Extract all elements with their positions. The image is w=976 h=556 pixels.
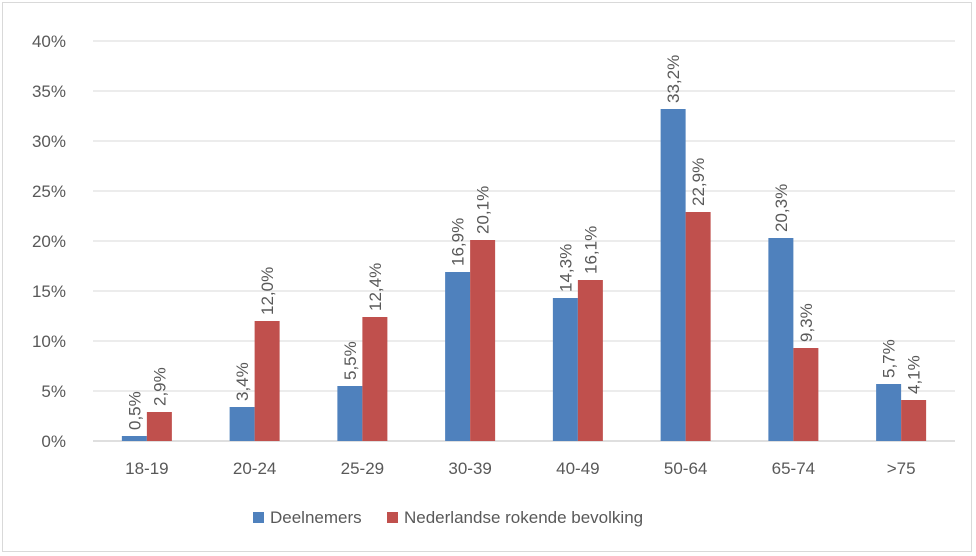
y-tick-label: 5% bbox=[41, 382, 66, 401]
data-label: 12,4% bbox=[366, 263, 385, 311]
data-label: 16,1% bbox=[581, 226, 600, 274]
data-label: 16,9% bbox=[449, 218, 468, 266]
bar-deelnemers bbox=[768, 238, 794, 441]
bar-deelnemers bbox=[660, 109, 686, 441]
data-label: 5,7% bbox=[880, 339, 899, 378]
data-label: 20,3% bbox=[772, 184, 791, 232]
bar-nederlandse-rokende-bevolking bbox=[254, 321, 280, 441]
bar-deelnemers bbox=[229, 407, 255, 441]
bar-nederlandse-rokende-bevolking bbox=[146, 412, 172, 441]
x-tick-label: 40-49 bbox=[556, 459, 599, 478]
bar-nederlandse-rokende-bevolking bbox=[901, 400, 927, 441]
data-label: 0,5% bbox=[125, 391, 144, 430]
data-label: 22,9% bbox=[689, 158, 708, 206]
legend-swatch bbox=[387, 512, 398, 523]
bar-deelnemers bbox=[876, 384, 902, 441]
y-tick-label: 40% bbox=[32, 32, 66, 51]
data-label: 20,1% bbox=[474, 186, 493, 234]
y-tick-label: 30% bbox=[32, 132, 66, 151]
data-label: 14,3% bbox=[556, 244, 575, 292]
x-tick-label: >75 bbox=[887, 459, 916, 478]
data-label: 9,3% bbox=[797, 303, 816, 342]
legend-label: Nederlandse rokende bevolking bbox=[404, 508, 643, 527]
x-tick-label: 50-64 bbox=[664, 459, 707, 478]
data-label: 2,9% bbox=[150, 367, 169, 406]
y-tick-label: 35% bbox=[32, 82, 66, 101]
y-tick-label: 25% bbox=[32, 182, 66, 201]
data-label: 12,0% bbox=[258, 267, 277, 315]
y-tick-label: 20% bbox=[32, 232, 66, 251]
x-tick-label: 25-29 bbox=[341, 459, 384, 478]
x-tick-label: 30-39 bbox=[448, 459, 491, 478]
bar-nederlandse-rokende-bevolking bbox=[362, 317, 388, 441]
bar-deelnemers bbox=[445, 272, 471, 441]
data-label: 5,5% bbox=[341, 341, 360, 380]
data-label: 4,1% bbox=[905, 355, 924, 394]
bar-nederlandse-rokende-bevolking bbox=[685, 212, 711, 441]
bar-deelnemers bbox=[121, 436, 147, 441]
x-tick-label: 18-19 bbox=[125, 459, 168, 478]
x-tick-label: 20-24 bbox=[233, 459, 276, 478]
bar-deelnemers bbox=[552, 298, 578, 441]
data-label: 33,2% bbox=[664, 55, 683, 103]
bar-nederlandse-rokende-bevolking bbox=[470, 240, 496, 441]
y-tick-label: 10% bbox=[32, 332, 66, 351]
legend-label: Deelnemers bbox=[270, 508, 362, 527]
data-label: 3,4% bbox=[233, 362, 252, 401]
legend-swatch bbox=[253, 512, 264, 523]
bar-nederlandse-rokende-bevolking bbox=[577, 280, 603, 441]
y-tick-label: 15% bbox=[32, 282, 66, 301]
bar-nederlandse-rokende-bevolking bbox=[793, 348, 819, 441]
x-tick-label: 65-74 bbox=[772, 459, 815, 478]
bar-deelnemers bbox=[337, 386, 363, 441]
y-tick-label: 0% bbox=[41, 432, 66, 451]
